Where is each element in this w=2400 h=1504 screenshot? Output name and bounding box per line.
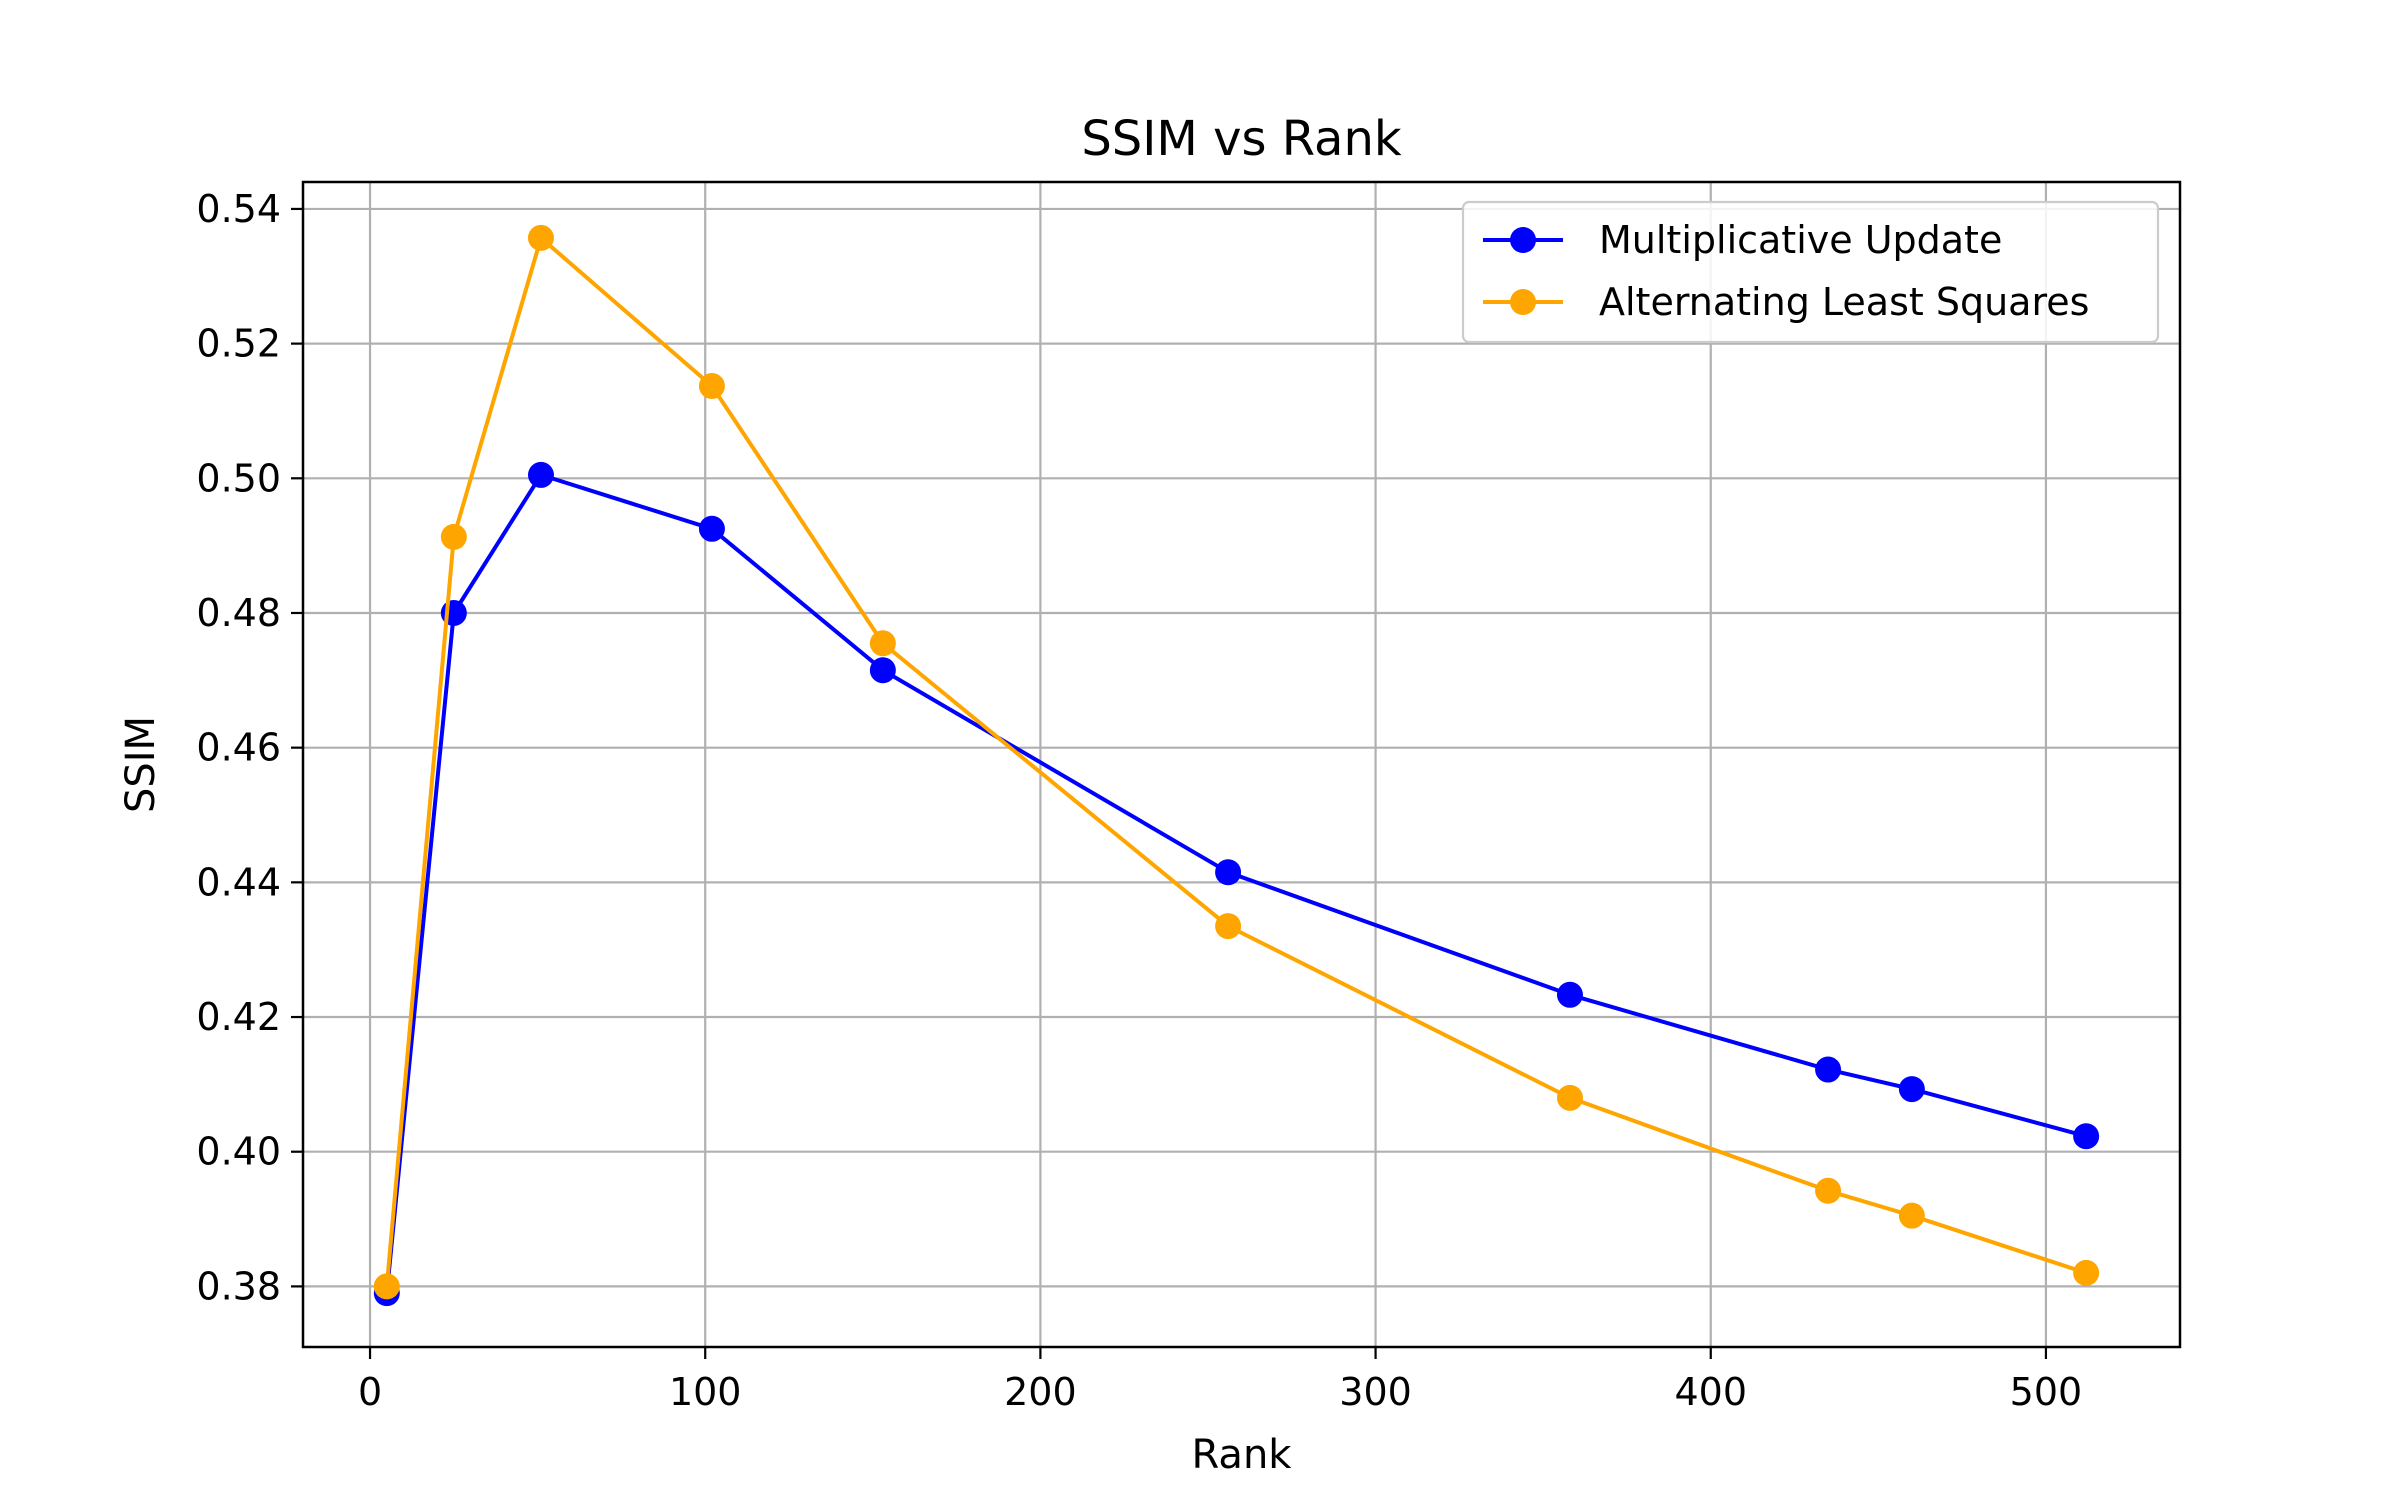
data-point-multiplicative-update [698,515,725,542]
plot-frame [301,180,2182,1349]
y-tick-label: 0.44 [196,860,281,904]
legend-marker [1510,227,1536,253]
data-point-multiplicative-update [869,657,896,684]
y-tick-label: 0.52 [196,322,281,366]
grid-layer [303,182,2180,1347]
data-point-multiplicative-update [1556,981,1583,1008]
series-line-alternating-least-squares [384,235,2087,1287]
y-tick-label: 0.50 [196,456,281,500]
data-point-multiplicative-update [2073,1123,2100,1150]
data-point-alternating-least-squares [440,523,467,550]
legend-label: Alternating Least Squares [1599,280,2089,324]
data-point-multiplicative-update [1815,1056,1842,1083]
data-point-multiplicative-update [1215,859,1242,886]
series-multiplicative-update [373,461,2100,1307]
y-tick-label: 0.48 [196,591,281,635]
x-tick-label: 400 [1674,1370,1747,1414]
x-axis-label: Rank [1192,1432,1293,1478]
x-tick-label: 300 [1339,1370,1412,1414]
data-point-multiplicative-update [1898,1076,1925,1103]
y-tick-label: 0.40 [196,1130,281,1174]
x-tick-label: 100 [669,1370,742,1414]
data-point-alternating-least-squares [698,373,725,400]
data-point-alternating-least-squares [869,630,896,657]
y-axis-label: SSIM [118,716,164,813]
data-point-alternating-least-squares [373,1273,400,1300]
legend-item-multiplicative-update: Multiplicative Update [1483,218,2002,262]
legend-box [1461,200,2160,344]
data-point-alternating-least-squares [1898,1202,1925,1229]
x-tick-label: 500 [2010,1370,2083,1414]
series-alternating-least-squares [373,224,2100,1300]
legend-label: Multiplicative Update [1599,218,2002,262]
legend-marker [1510,289,1536,315]
x-tick-label: 0 [358,1370,382,1414]
series-line-multiplicative-update [384,472,2087,1294]
legend: Multiplicative Update Alternating Least S… [1461,200,2160,344]
data-point-alternating-least-squares [1215,913,1242,940]
legend-item-alternating-least-squares: Alternating Least Squares [1483,280,2089,324]
data-point-alternating-least-squares [2073,1259,2100,1286]
chart-title: SSIM vs Rank [1081,111,1402,167]
y-tick-label: 0.42 [196,995,281,1039]
data-point-multiplicative-update [527,461,554,488]
tick-layer: 0 100 200 300 400 500 0.38 0.40 0.42 0.44 0.46 0.48… [196,187,2082,1414]
y-tick-label: 0.54 [196,187,281,231]
series-layer [373,224,2100,1307]
x-tick-label: 200 [1004,1370,1077,1414]
data-point-alternating-least-squares [527,224,554,251]
y-tick-label: 0.38 [196,1264,281,1308]
data-point-alternating-least-squares [1556,1084,1583,1111]
y-tick-label: 0.46 [196,726,281,770]
data-point-alternating-least-squares [1815,1177,1842,1204]
